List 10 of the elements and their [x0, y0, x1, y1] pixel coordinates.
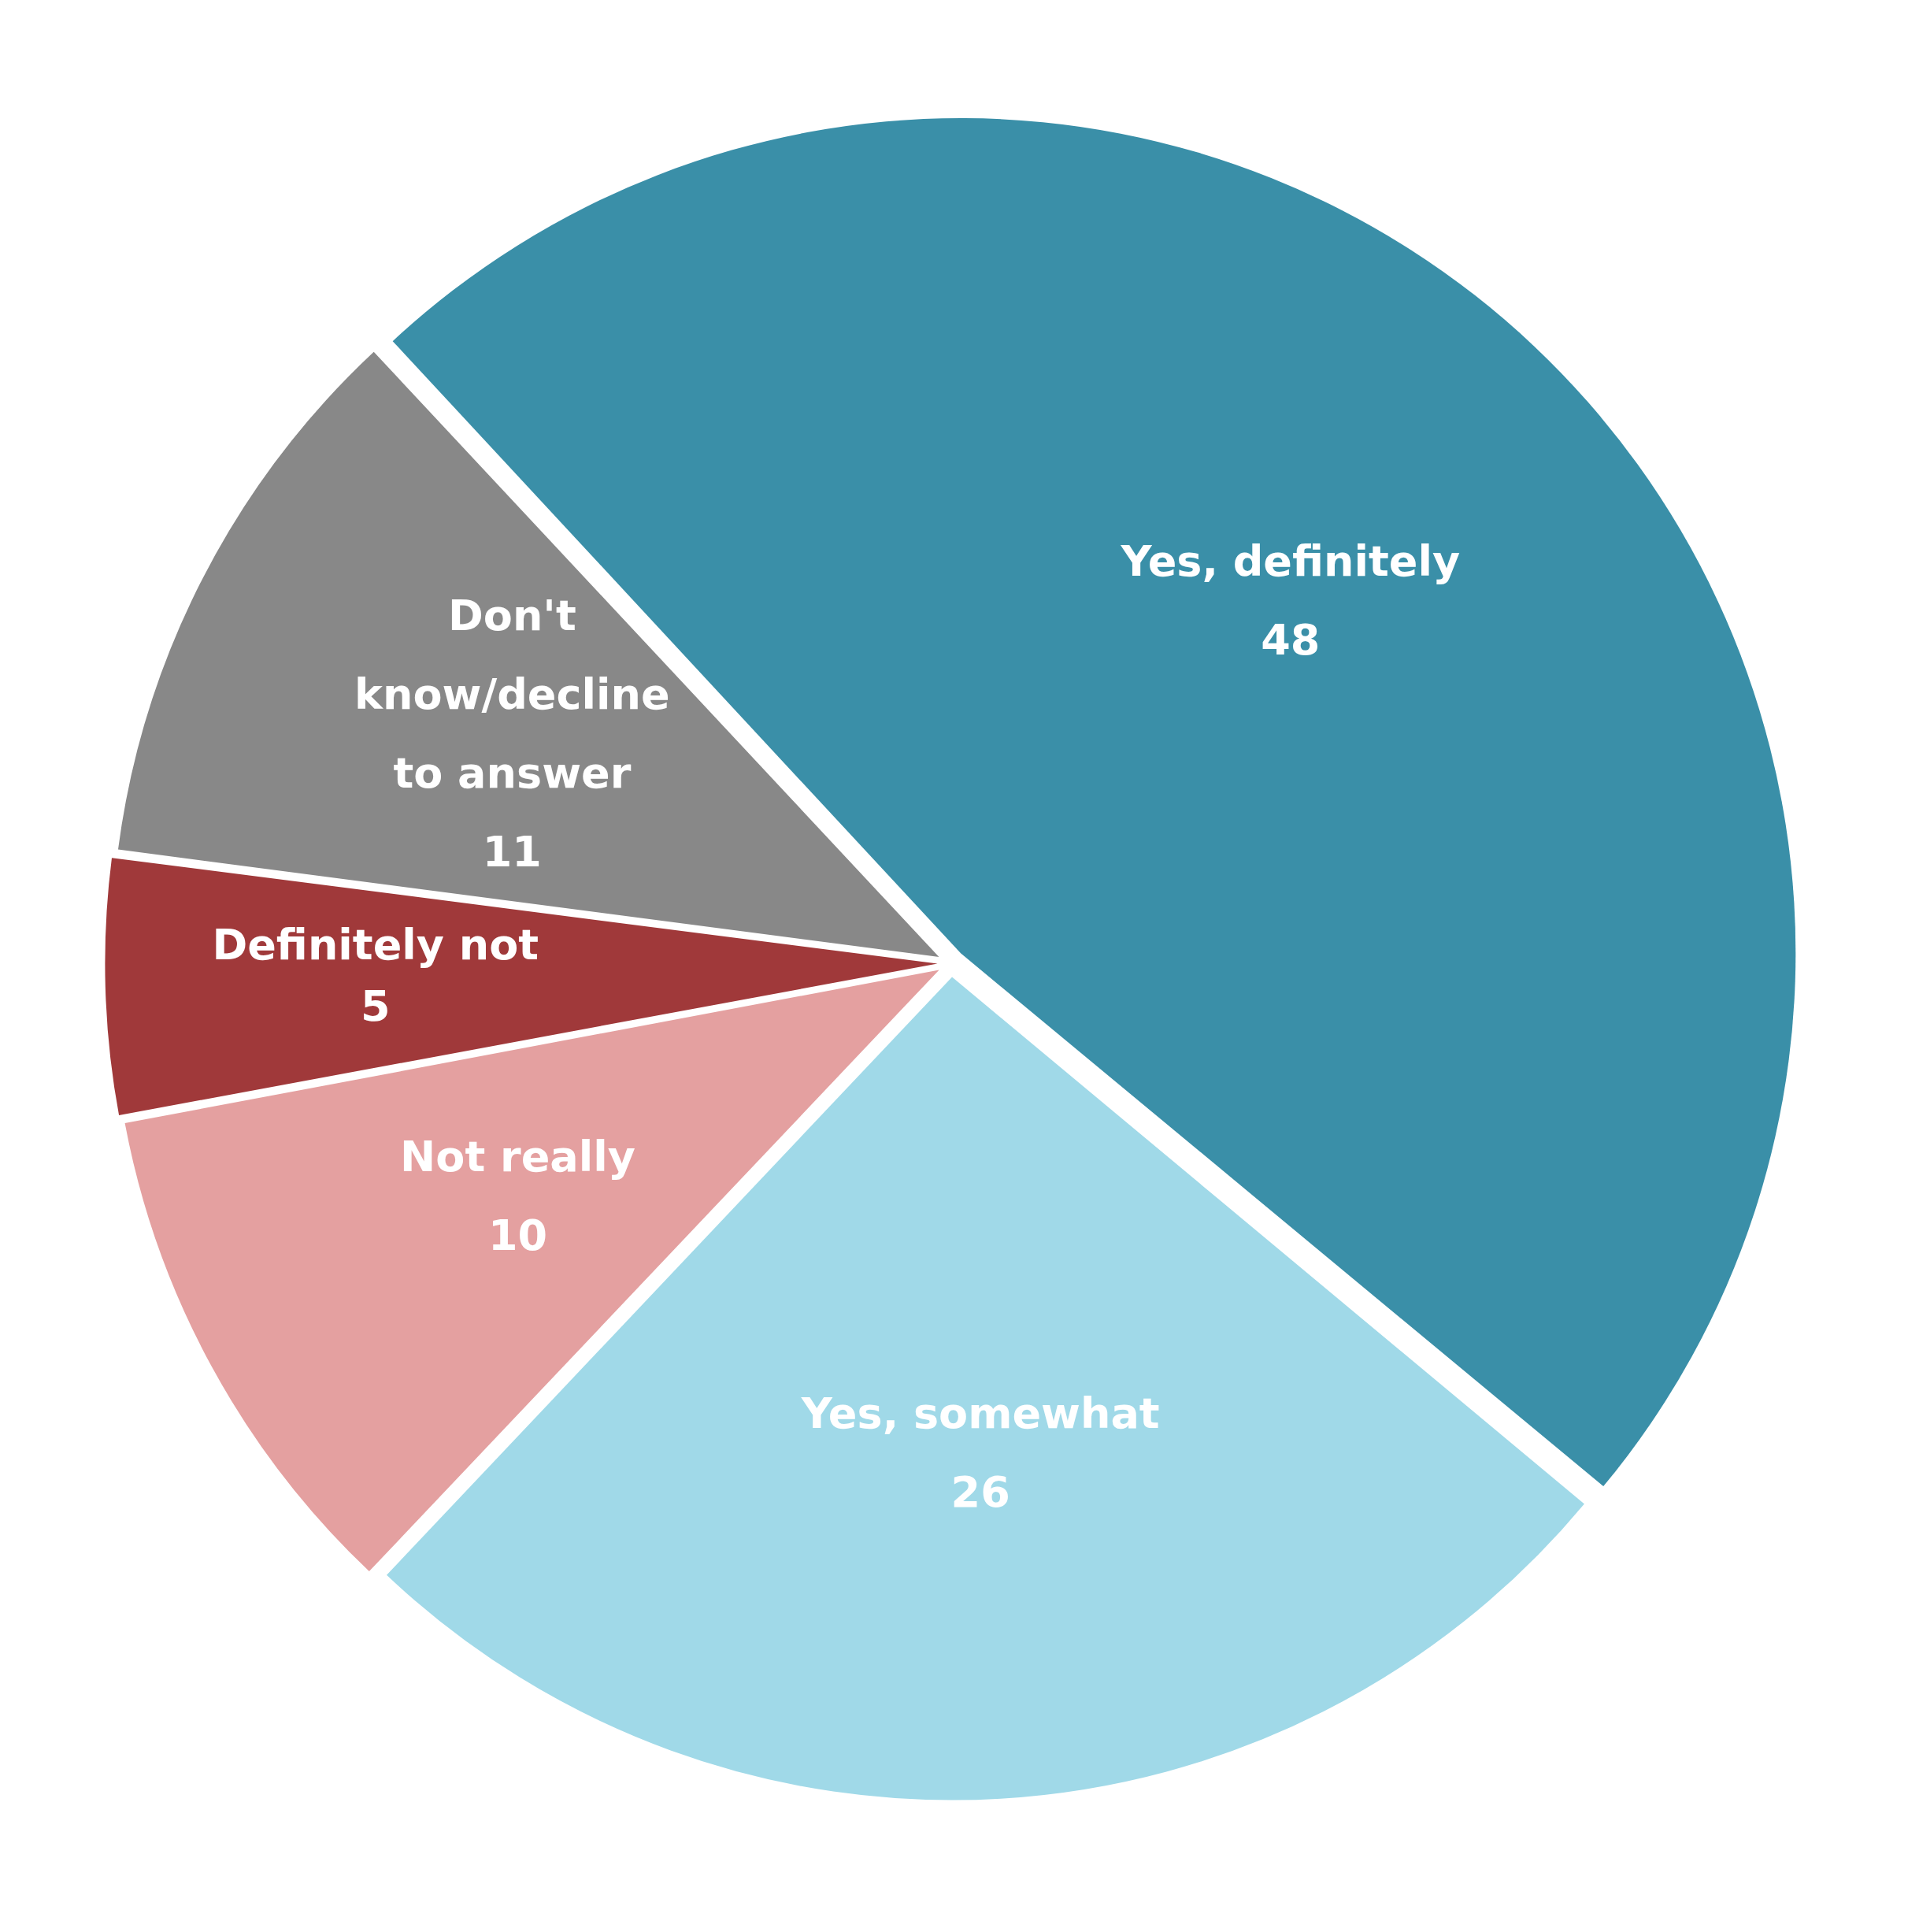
slice-label: Yes, somewhat — [800, 1388, 1160, 1438]
slice-label: Definitely not — [212, 920, 539, 970]
data-label: 11 — [482, 827, 542, 877]
slice-label: Don't know/decline to answer — [354, 591, 670, 799]
data-label: 5 — [361, 981, 391, 1032]
slice-label: Yes, definitely — [1120, 536, 1461, 587]
data-label: 26 — [950, 1467, 1010, 1517]
data-label: 48 — [1261, 615, 1321, 666]
slice-label: Not really — [400, 1132, 635, 1182]
data-label: 10 — [487, 1211, 548, 1261]
